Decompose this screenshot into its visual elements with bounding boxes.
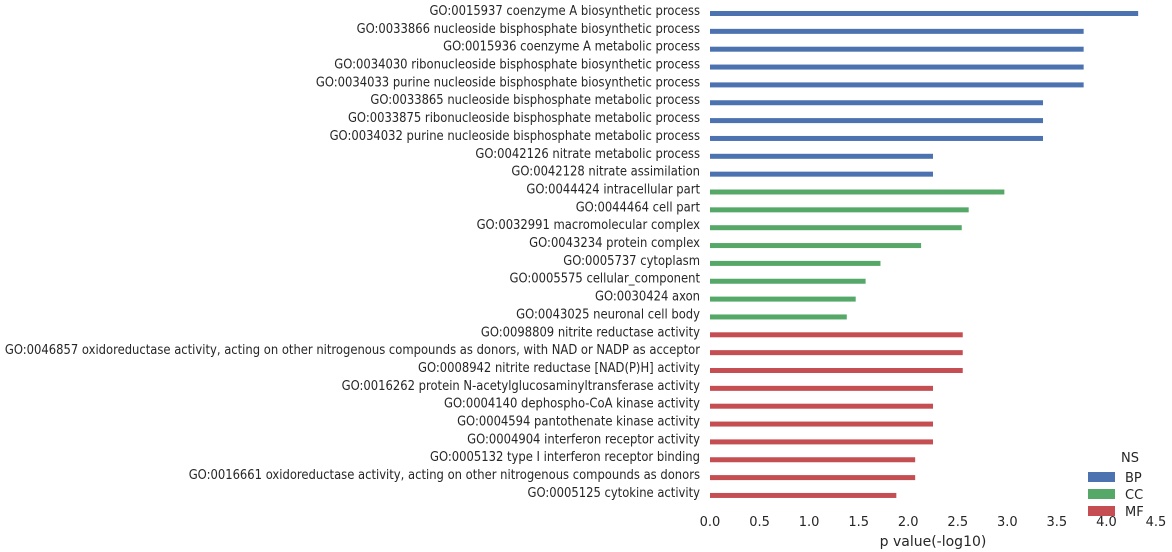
bar-bp [710,171,933,177]
legend-swatch-bp [1088,472,1115,482]
bar-mf [710,368,963,373]
bar-bp [710,64,1084,70]
bar-mf [710,332,963,338]
bar-mf [710,350,963,356]
category-label: GO:0033866 nucleoside bisphosphate biosy… [357,21,700,36]
category-label: GO:0098809 nitrite reductase activity [481,325,700,340]
legend-label-mf: MF [1125,505,1144,520]
x-tick-label: 1.0 [799,515,820,530]
bar-bp [710,118,1044,124]
bar-mf [710,457,916,463]
x-axis-label: p value(-log10) [880,534,987,550]
x-tick-label: 3.0 [997,515,1018,530]
bar-bp [710,100,1044,106]
category-label: GO:0033865 nucleoside bisphosphate metab… [370,93,700,108]
category-label: GO:0033875 ribonucleoside bisphosphate m… [348,110,700,125]
category-label: GO:0042126 nitrate metabolic process [475,146,700,161]
category-label: GO:0016661 oxidoreductase activity, acti… [189,467,700,482]
bar-mf [710,475,916,481]
category-label: GO:0005125 cytokine activity [528,485,700,500]
x-tick-label: 3.5 [1047,515,1068,530]
bar-mf [710,385,933,391]
category-label: GO:0034030 ribonucleoside bisphosphate b… [334,57,700,72]
bar-bp [710,153,933,159]
category-label: GO:0004904 interferon receptor activity [467,432,700,447]
bar-bp [710,46,1084,52]
category-label: GO:0004594 pantothenate kinase activity [457,414,700,429]
category-label: GO:0015936 coenzyme A metabolic process [443,39,700,54]
category-label: GO:0034033 purine nucleoside bisphosphat… [316,75,700,90]
bar-mf [710,492,897,498]
bar-cc [710,189,1005,195]
category-label: GO:0032991 macromolecular complex [477,218,700,233]
bar-bp [710,28,1084,34]
category-label: GO:0005132 type I interferon receptor bi… [430,450,700,465]
x-tick-label: 4.0 [1096,515,1117,530]
category-label: GO:0016262 protein N-acetylglucosaminylt… [342,378,700,393]
bar-mf [710,403,933,409]
legend-label-bp: BP [1125,471,1142,486]
category-label: GO:0044464 cell part [576,200,700,215]
category-label: GO:0046857 oxidoreductase activity, acti… [5,343,701,358]
category-label: GO:0030424 axon [595,289,700,304]
legend-swatch-cc [1088,489,1115,499]
category-labels-group: GO:0015937 coenzyme A biosynthetic proce… [5,3,701,500]
bar-cc [710,207,969,213]
bar-cc [710,296,856,302]
x-tick-label: 2.5 [947,515,968,530]
bars-group [710,11,1139,498]
category-label: GO:0043025 neuronal cell body [516,307,700,322]
x-tick-label: 4.5 [1146,515,1167,530]
x-tick-label: 2.0 [898,515,919,530]
x-tick-labels-group: 0.0 0.5 1.0 1.5 2.0 2.5 3.0 3.5 4.0 4.5 [700,515,1167,530]
category-label: GO:0008942 nitrite reductase [NAD(P)H] a… [418,360,700,375]
x-tick-label: 1.5 [848,515,869,530]
bar-cc [710,243,922,249]
category-label: GO:0042128 nitrate assimilation [511,164,700,179]
bar-cc [710,260,881,266]
category-label: GO:0004140 dephospho-CoA kinase activity [444,396,700,411]
category-label: GO:0005737 cytoplasm [563,253,700,268]
bar-bp [710,82,1084,88]
legend-title: NS [1121,451,1139,466]
category-label: GO:0005575 cellular_component [509,271,700,286]
category-label: GO:0015937 coenzyme A biosynthetic proce… [429,3,700,18]
bar-bp [710,11,1139,16]
legend-label-cc: CC [1125,488,1143,503]
x-tick-label: 0.0 [700,515,721,530]
bar-mf [710,421,933,427]
legend-swatch-mf [1088,506,1115,516]
bar-cc [710,225,962,231]
category-label: GO:0044424 intracellular part [526,182,700,197]
bar-bp [710,135,1044,141]
bar-mf [710,439,933,445]
legend: NS BP CC MF [1088,451,1144,520]
category-label: GO:0034032 purine nucleoside bisphosphat… [330,128,700,143]
category-label: GO:0043234 protein complex [529,235,700,250]
x-tick-label: 0.5 [749,515,770,530]
bar-cc [710,314,847,320]
bar-cc [710,278,866,284]
